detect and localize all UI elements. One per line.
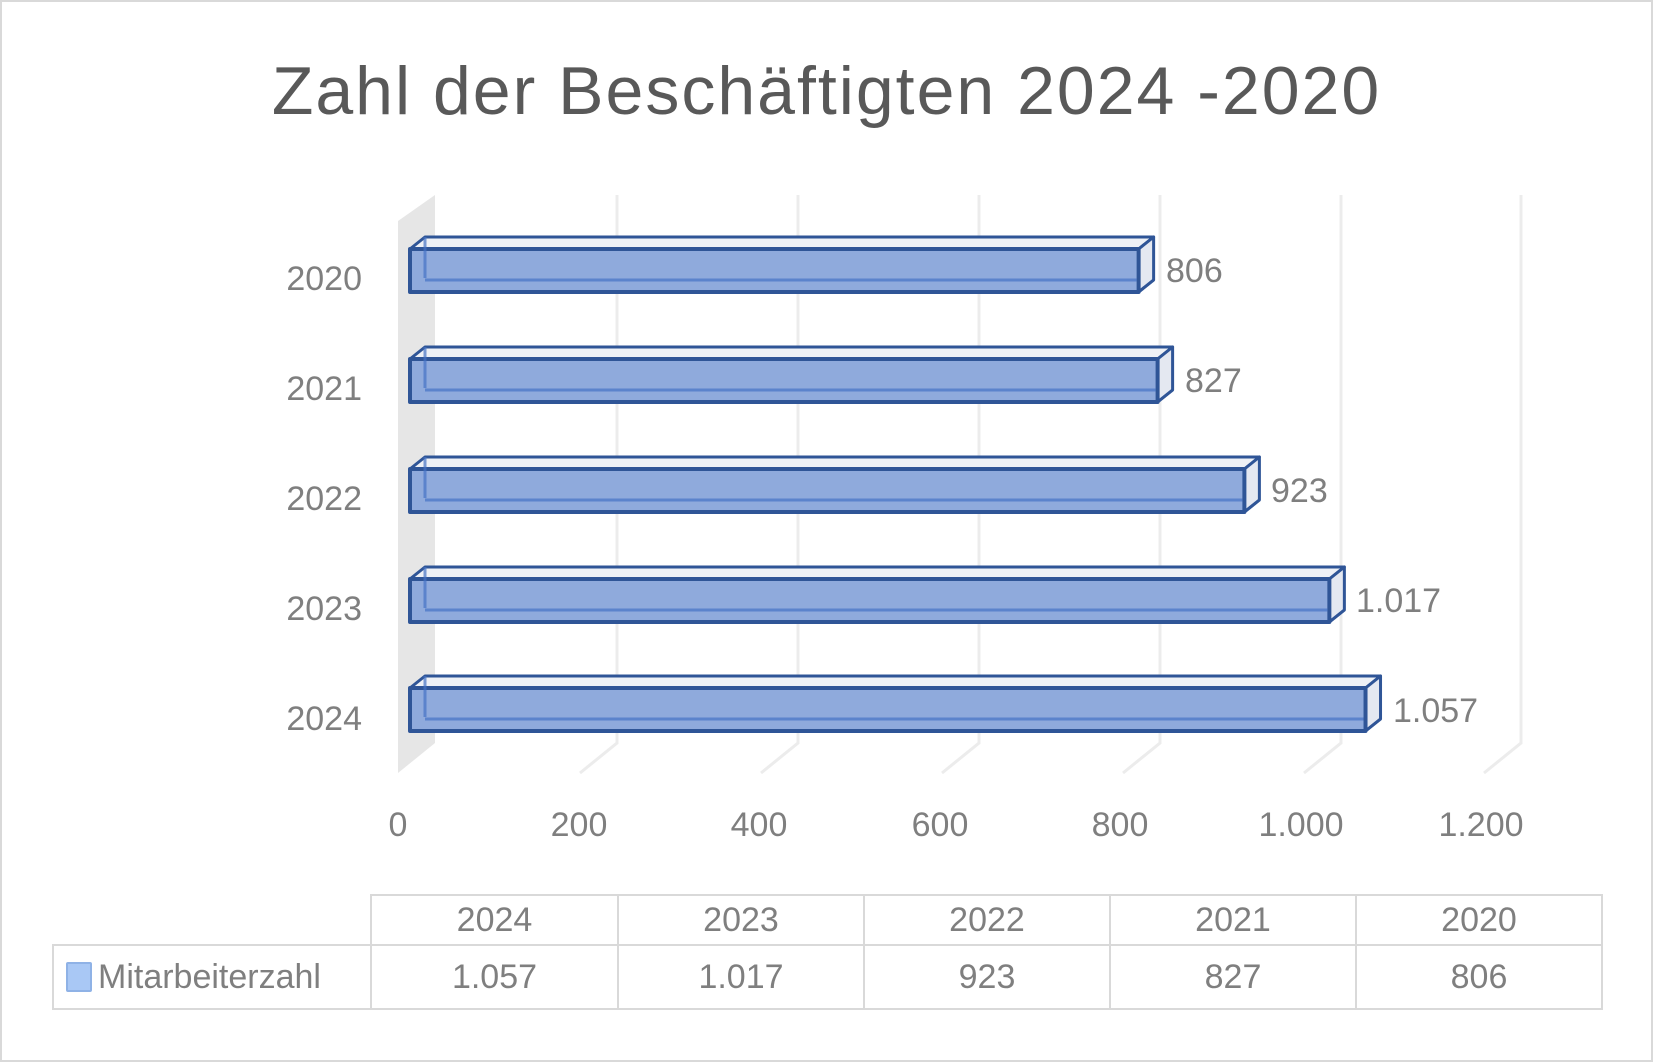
category-label-2020: 2020 <box>286 260 362 298</box>
bar-series-mitarbeiterzahl <box>408 235 1383 733</box>
data-table-cell: 1.057 <box>370 944 619 1010</box>
data-label-2023: 1.017 <box>1356 582 1442 620</box>
bar-2024-end-bottom-edge <box>1364 717 1382 733</box>
legend-label: Mitarbeiterzahl <box>98 957 321 996</box>
data-label-2020: 806 <box>1166 252 1223 290</box>
legend-entry-mitarbeiterzahl: Mitarbeiterzahl <box>52 944 372 1010</box>
data-label-2022: 923 <box>1271 472 1328 510</box>
bar-2020-front-face <box>408 247 1141 294</box>
bar-2023-front-face <box>408 577 1332 624</box>
bar-2021-front-face <box>408 357 1160 404</box>
x-tick-0: 0 <box>388 806 408 844</box>
legend-swatch-icon <box>66 961 92 992</box>
bar-2022-front-face <box>408 467 1247 514</box>
data-label-2021: 827 <box>1185 362 1242 400</box>
data-table-cell: 1.017 <box>617 944 865 1010</box>
x-tick-400: 400 <box>730 806 788 844</box>
data-table-corner <box>53 895 372 946</box>
chart-title: Zahl der Beschäftigten 2024 -2020 <box>271 53 1382 129</box>
data-table-header-row: 2024 2023 2022 2021 2020 <box>53 894 1603 946</box>
category-label-2021: 2021 <box>286 370 362 408</box>
x-tick-600: 600 <box>911 806 969 844</box>
x-tick-1200: 1.200 <box>1438 806 1524 844</box>
data-table: 2024 2023 2022 2021 2020 Mitarbeiterzahl… <box>52 894 1603 1010</box>
data-table-cell: 923 <box>863 944 1111 1010</box>
data-label-2024: 1.057 <box>1393 692 1479 730</box>
x-tick-1000: 1.000 <box>1258 806 1344 844</box>
data-table-header: 2022 <box>863 894 1111 946</box>
data-table-row: Mitarbeiterzahl 1.057 1.017 923 827 806 <box>52 944 1603 1010</box>
bar-2021-end-bottom-edge <box>1156 388 1174 404</box>
bar-2024-front-face <box>408 686 1368 733</box>
data-table-header: 2021 <box>1109 894 1357 946</box>
data-table-header: 2020 <box>1355 894 1603 946</box>
bar-2020-end-bottom-edge <box>1137 278 1155 294</box>
x-tick-200: 200 <box>550 806 608 844</box>
data-table-cell: 806 <box>1355 944 1603 1010</box>
bar-2022-end-bottom-edge <box>1243 498 1261 514</box>
category-label-2022: 2022 <box>286 480 362 518</box>
bar-2023-end-bottom-edge <box>1328 608 1346 624</box>
data-table-header: 2024 <box>370 894 619 946</box>
category-label-2023: 2023 <box>286 590 362 628</box>
data-table-header: 2023 <box>617 894 865 946</box>
category-label-2024: 2024 <box>286 700 362 738</box>
x-tick-800: 800 <box>1091 806 1149 844</box>
data-table-cell: 827 <box>1109 944 1357 1010</box>
